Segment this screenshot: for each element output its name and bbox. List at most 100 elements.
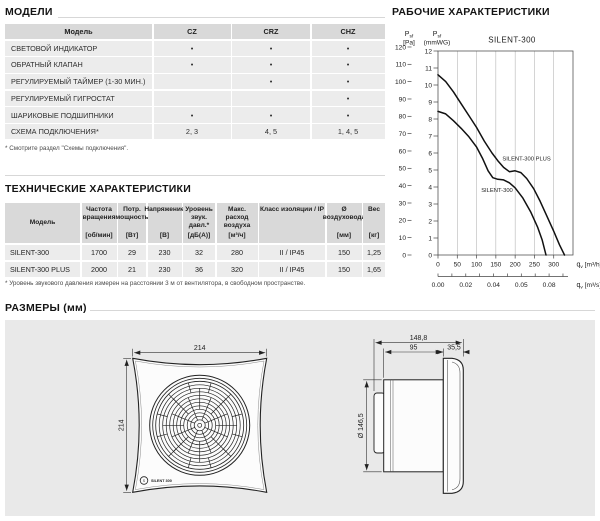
axis-title-unit: (mmWG) — [424, 40, 451, 47]
tech-col-unit: [м³/ч] — [228, 232, 245, 240]
tick-label: 30 — [399, 200, 407, 207]
feature-dot: • — [312, 107, 385, 122]
side-total-depth-dim: 148,8 — [410, 335, 428, 342]
tech-col-name: Модель — [30, 219, 56, 227]
tick-label: 60 — [399, 148, 407, 155]
spec-value: 1,25 — [363, 245, 385, 261]
tick-label: 5 — [428, 167, 432, 174]
tick-label: 200 — [510, 262, 521, 269]
tick-label: 0.04 — [487, 282, 500, 289]
tick-label: 20 — [399, 218, 407, 225]
spec-value: 230 — [148, 245, 182, 261]
spec-value: 1700 — [82, 245, 117, 261]
axis-title: qv [m³/h] — [577, 262, 600, 271]
spec-value: 320 — [217, 262, 258, 278]
tick-label: 8 — [428, 116, 432, 123]
tech-col-name: Вес — [368, 206, 380, 214]
axis-title: Psf — [433, 31, 442, 40]
tick-label: 40 — [399, 183, 407, 190]
spec-value: 280 — [217, 245, 258, 261]
feature-dot: • — [154, 57, 231, 72]
models-col-header: CRZ — [232, 24, 310, 39]
tick-label: 0.05 — [515, 282, 528, 289]
tech-col-header: Класс изоляции / IP — [259, 203, 325, 243]
feature-label: ОБРАТНЫЙ КЛАПАН — [5, 57, 152, 72]
tech-col-name: Уровень звук. давл.* — [184, 206, 214, 231]
tech-col-name: Ø воздуховода — [323, 206, 365, 222]
feature-dot — [232, 91, 310, 106]
series-label: SILENT-300 — [481, 188, 513, 194]
spec-value: 32 — [183, 245, 215, 261]
tech-col-unit: [дБ(А)] — [188, 232, 210, 240]
feature-dot: • — [312, 57, 385, 72]
feature-dot — [154, 91, 231, 106]
feature-dot: • — [232, 107, 310, 122]
tech-col-header: Уровень звук. давл.* [дБ(А)] — [183, 203, 215, 243]
axis-title-unit: [Pa] — [403, 40, 415, 47]
front-view-drawing: S SILENT 300 214 214 — [119, 345, 267, 493]
tech-table: Модель Частота вращения [об/мин] Потр. м… — [5, 203, 385, 277]
tech-col-header: Модель — [5, 203, 80, 243]
side-duct-diameter-dim: Ø 146,5 — [358, 413, 365, 438]
model-name: SILENT-300 — [5, 245, 80, 261]
tech-col-header: Напряжение [В] — [148, 203, 182, 243]
chart-title: SILENT-300 — [488, 36, 536, 45]
tick-label: 4 — [428, 184, 432, 191]
feature-dot: • — [232, 57, 310, 72]
tech-heading: ТЕХНИЧЕСКИЕ ХАРАКТЕРИСТИКИ — [5, 183, 191, 195]
dimensions-drawings: S SILENT 300 214 214 — [5, 320, 595, 516]
tech-col-unit: [Вт] — [126, 232, 138, 240]
tech-col-unit: [об/мин] — [85, 232, 112, 240]
model-name: SILENT-300 PLUS — [5, 262, 80, 278]
spec-value: II / IP45 — [259, 245, 325, 261]
models-table: Модель CZ CRZ CHZ СВЕТОВОЙ ИНДИКАТОР • •… — [5, 24, 385, 139]
tech-col-header: Макс. расход воздуха [м³/ч] — [217, 203, 258, 243]
tick-label: 110 — [395, 62, 406, 69]
tick-label: 80 — [399, 114, 407, 121]
models-col-header: Модель — [5, 24, 152, 39]
tick-label: 2 — [428, 218, 432, 225]
tick-label: 150 — [490, 262, 501, 269]
tech-col-unit: [В] — [160, 232, 169, 240]
front-width-dim: 214 — [194, 345, 206, 352]
tick-label: 0 — [402, 252, 406, 259]
spec-value: 1,65 — [363, 262, 385, 278]
fan-duct — [384, 380, 444, 472]
tech-col-unit: [мм] — [337, 232, 351, 240]
tick-label: 0.00 — [432, 282, 445, 289]
feature-dot: • — [312, 74, 385, 89]
tick-label: 9 — [428, 99, 432, 106]
tick-label: 100 — [471, 262, 482, 269]
dimensions-heading-rule — [90, 310, 595, 311]
tick-label: 3 — [428, 201, 432, 208]
tech-col-name: Класс изоляции / IP — [260, 206, 324, 214]
tick-label: 50 — [399, 166, 407, 173]
side-duct-length-dim: 95 — [410, 345, 418, 352]
feature-dot: • — [232, 74, 310, 89]
tick-label: 0 — [428, 252, 432, 259]
performance-chart: 0102030405060708090100110120012345678910… — [390, 24, 600, 296]
tick-label: 11 — [425, 65, 432, 72]
feature-dot: • — [312, 91, 385, 106]
schema-value: 1, 4, 5 — [312, 124, 385, 139]
tick-label: 70 — [399, 131, 407, 138]
tech-col-header: Вес [кг] — [363, 203, 385, 243]
dimensions-panel: S SILENT 300 214 214 — [5, 320, 595, 516]
feature-dot — [154, 74, 231, 89]
tick-label: 250 — [529, 262, 540, 269]
schema-value: 2, 3 — [154, 124, 231, 139]
tech-col-header: Потр. мощность [Вт] — [118, 203, 146, 243]
tick-label: 6 — [428, 150, 432, 157]
axis-title: qv [m³/s] — [577, 282, 600, 291]
feature-label: РЕГУЛИРУЕМЫЙ ГИГРОСТАТ — [5, 91, 152, 106]
spec-value: 36 — [183, 262, 215, 278]
feature-dot: • — [154, 107, 231, 122]
tick-label: 100 — [395, 79, 406, 86]
spec-value: 29 — [118, 245, 146, 261]
tick-label: 90 — [399, 96, 407, 103]
feature-label: ШАРИКОВЫЕ ПОДШИПНИКИ — [5, 107, 152, 122]
